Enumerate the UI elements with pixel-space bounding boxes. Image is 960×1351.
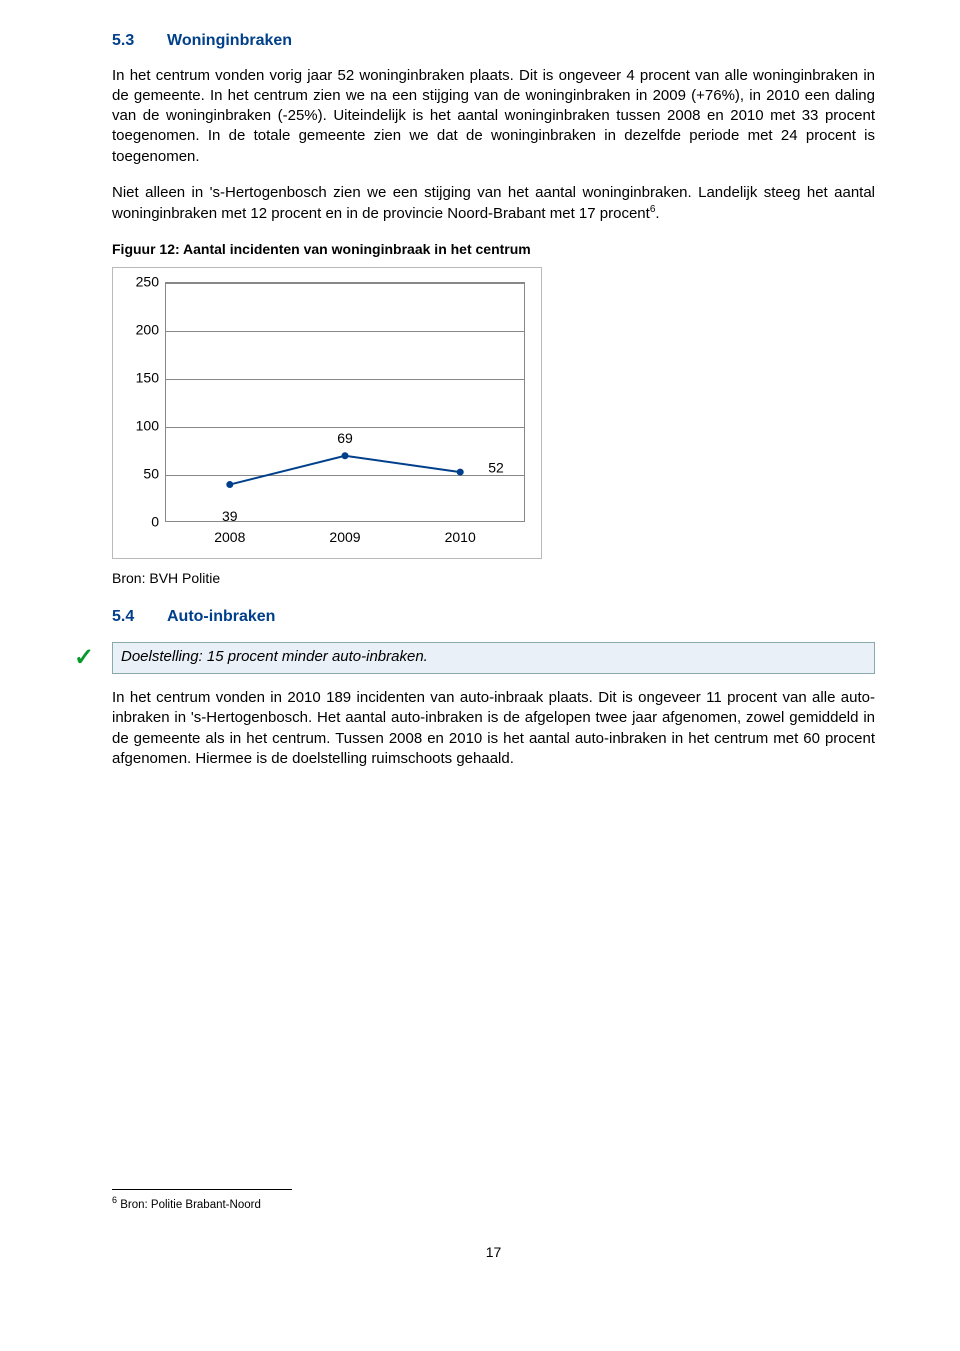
heading-5-3: 5.3Woninginbraken [112,30,875,52]
para-5-3-2: Niet alleen in 's-Hertogenbosch zien we … [112,183,875,225]
heading-5-4: 5.4Auto-inbraken [112,606,875,628]
doelstelling-box: Doelstelling: 15 procent minder auto-inb… [112,642,875,674]
heading-title: Auto-inbraken [167,608,275,625]
para-5-4-1: In het centrum vonden in 2010 189 incide… [112,688,875,769]
chart-xtick: 2009 [329,528,360,547]
doelstelling-row: ✓ Doelstelling: 15 procent minder auto-i… [70,642,875,674]
chart-ytick: 50 [125,465,159,484]
chart-point-label: 69 [337,429,353,448]
figure-12-source: Bron: BVH Politie [112,569,875,588]
chart-xtick: 2008 [214,528,245,547]
footnote-6: 6 Bron: Politie Brabant-Noord [112,1194,875,1213]
chart-ytick: 200 [125,321,159,340]
chart-point-label: 52 [488,459,504,478]
figure-12-chart: 0 50 100 150 200 250 2008 2009 2010 39 69 52 [112,267,542,559]
chart-xtick: 2010 [445,528,476,547]
heading-title: Woninginbraken [167,32,292,49]
heading-number: 5.3 [112,30,167,52]
chart-point-label: 39 [222,507,238,526]
check-icon: ✓ [70,642,112,674]
chart-ytick: 150 [125,369,159,388]
page-number: 17 [112,1243,875,1262]
chart-marker [457,469,464,476]
figure-12-caption: Figuur 12: Aantal incidenten van woningi… [112,240,875,259]
chart-svg [165,282,525,522]
para-5-3-2-post: . [655,205,659,222]
chart-marker [226,481,233,488]
heading-number: 5.4 [112,606,167,628]
chart-marker [342,452,349,459]
chart-ytick: 250 [125,273,159,292]
chart-ytick: 100 [125,417,159,436]
chart-ytick: 0 [125,513,159,532]
footnote-text: Bron: Politie Brabant-Noord [117,1199,261,1211]
footnote-rule [112,1189,292,1190]
para-5-3-1: In het centrum vonden vorig jaar 52 woni… [112,66,875,167]
para-5-3-2-pre: Niet alleen in 's-Hertogenbosch zien we … [112,184,875,222]
chart-line [230,456,460,485]
